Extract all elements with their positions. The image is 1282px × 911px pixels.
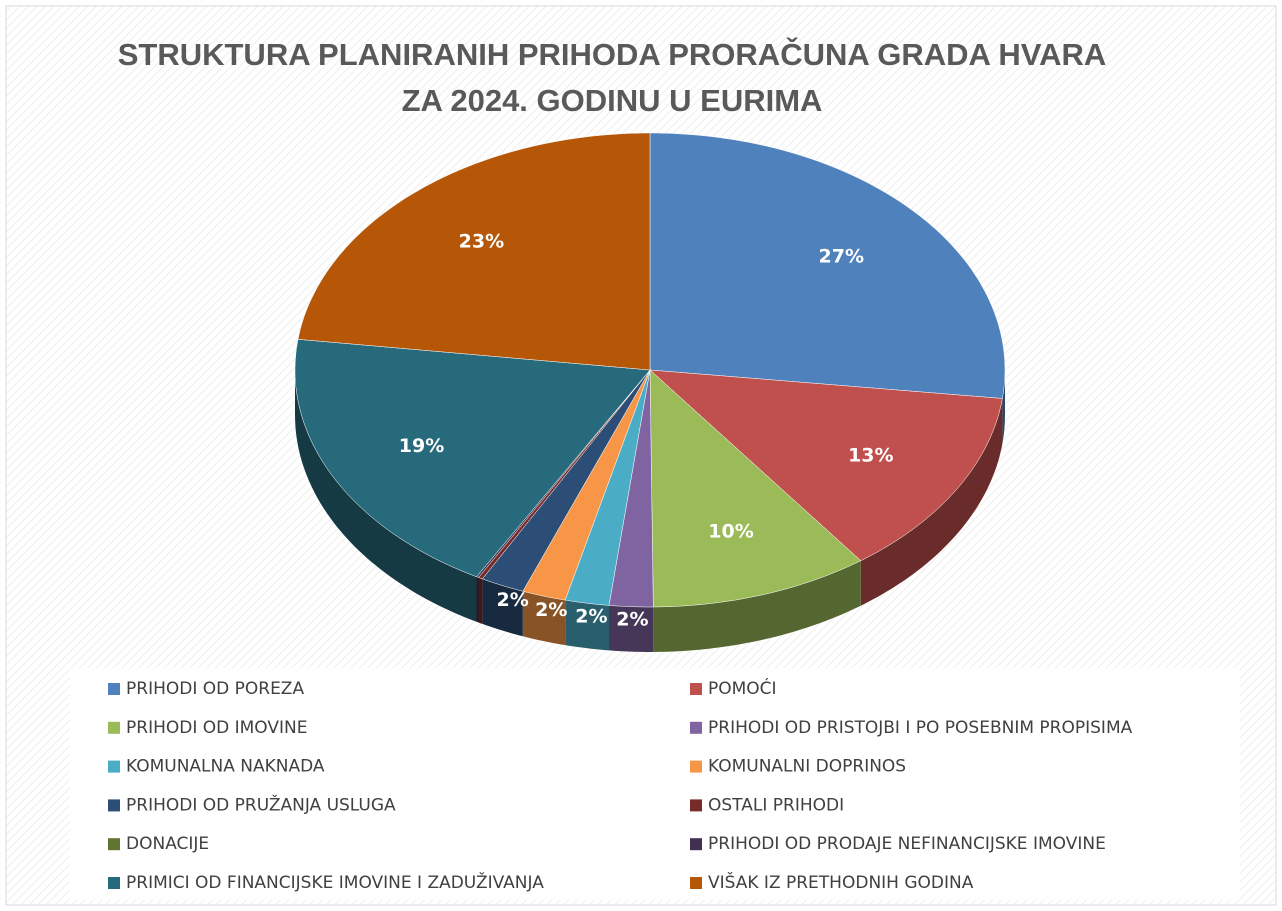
data-label: 27% bbox=[819, 245, 864, 267]
legend-swatch bbox=[690, 799, 702, 812]
data-label: 2% bbox=[616, 609, 648, 631]
legend-swatch bbox=[108, 799, 120, 812]
legend-label: PRIHODI OD POREZA bbox=[126, 679, 304, 699]
data-label: 2% bbox=[535, 599, 567, 621]
slice bbox=[649, 369, 1003, 562]
legend-swatch bbox=[108, 877, 120, 889]
legend-swatch bbox=[690, 838, 702, 851]
legend-label: PRIHODI OD PRUŽANJA USLUGA bbox=[126, 793, 396, 815]
slice bbox=[294, 339, 651, 578]
legend-swatch bbox=[108, 683, 120, 695]
slice bbox=[564, 369, 651, 606]
chart-title: STRUKTURA PLANIRANIH PRIHODA PRORAČUNA G… bbox=[118, 36, 1107, 72]
slice bbox=[481, 369, 651, 592]
legend-swatch bbox=[108, 760, 120, 773]
slice-side bbox=[565, 600, 609, 651]
slice bbox=[649, 369, 862, 608]
legend-label: POMOĆI bbox=[708, 677, 777, 699]
legend-label: DONACIJE bbox=[126, 834, 209, 854]
slice bbox=[522, 369, 651, 601]
slice-side bbox=[478, 577, 483, 624]
slice-side bbox=[295, 370, 477, 622]
legend-swatch bbox=[690, 760, 702, 773]
slice bbox=[608, 369, 654, 608]
legend-swatch bbox=[108, 838, 120, 851]
legend-label: VIŠAK IZ PRETHODNIH GODINA bbox=[708, 871, 974, 893]
data-label: 19% bbox=[399, 435, 444, 457]
legend-swatch bbox=[690, 877, 702, 889]
legend-label: PRIHODI OD PRODAJE NEFINANCIJSKE IMOVINE bbox=[708, 834, 1106, 854]
data-label: 13% bbox=[848, 444, 893, 466]
slice-side bbox=[482, 578, 523, 637]
legend-label: PRIHODI OD IMOVINE bbox=[126, 718, 308, 738]
slice-side bbox=[1002, 370, 1005, 444]
slice-side bbox=[860, 398, 1003, 606]
legend-label: PRIMICI OD FINANCIJSKE IMOVINE I ZADUŽIV… bbox=[126, 871, 544, 893]
data-label: 2% bbox=[575, 605, 607, 627]
data-label: 23% bbox=[459, 230, 504, 252]
legend-swatch bbox=[690, 721, 702, 734]
legend-label: OSTALI PRIHODI bbox=[708, 795, 844, 815]
slice bbox=[297, 132, 651, 371]
slice-side bbox=[609, 605, 654, 652]
legend-label: KOMUNALNA NAKNADA bbox=[126, 757, 325, 777]
data-label: 2% bbox=[497, 589, 529, 611]
chart-title: ZA 2024. GODINU U EURIMA bbox=[402, 83, 823, 118]
slice-side bbox=[653, 560, 861, 652]
legend-label: KOMUNALNI DOPRINOS bbox=[708, 757, 906, 777]
legend-label: PRIHODI OD PRISTOJBI I PO POSEBNIM PROPI… bbox=[708, 718, 1133, 738]
legend-swatch bbox=[690, 683, 702, 695]
legend-background bbox=[70, 668, 1240, 900]
legend-swatch bbox=[108, 721, 120, 734]
slice-side bbox=[476, 576, 479, 623]
slice-side bbox=[522, 591, 566, 646]
slice bbox=[649, 132, 1006, 399]
data-label: 10% bbox=[708, 520, 753, 542]
